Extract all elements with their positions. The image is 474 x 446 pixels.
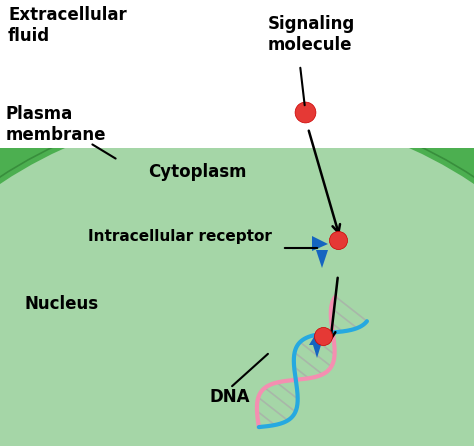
Text: DNA: DNA bbox=[210, 388, 250, 406]
Polygon shape bbox=[309, 332, 325, 345]
Polygon shape bbox=[316, 250, 328, 268]
Text: Plasma
membrane: Plasma membrane bbox=[6, 105, 107, 144]
Bar bbox=[0, 0, 474, 148]
Polygon shape bbox=[313, 345, 321, 358]
Text: Cytoplasm: Cytoplasm bbox=[148, 163, 246, 181]
Text: Intracellular receptor: Intracellular receptor bbox=[88, 230, 272, 244]
Text: Signaling
molecule: Signaling molecule bbox=[268, 15, 355, 54]
Ellipse shape bbox=[0, 90, 474, 446]
Text: Nucleus: Nucleus bbox=[25, 295, 99, 313]
Polygon shape bbox=[312, 236, 328, 251]
Text: Extracellular
fluid: Extracellular fluid bbox=[8, 6, 127, 45]
